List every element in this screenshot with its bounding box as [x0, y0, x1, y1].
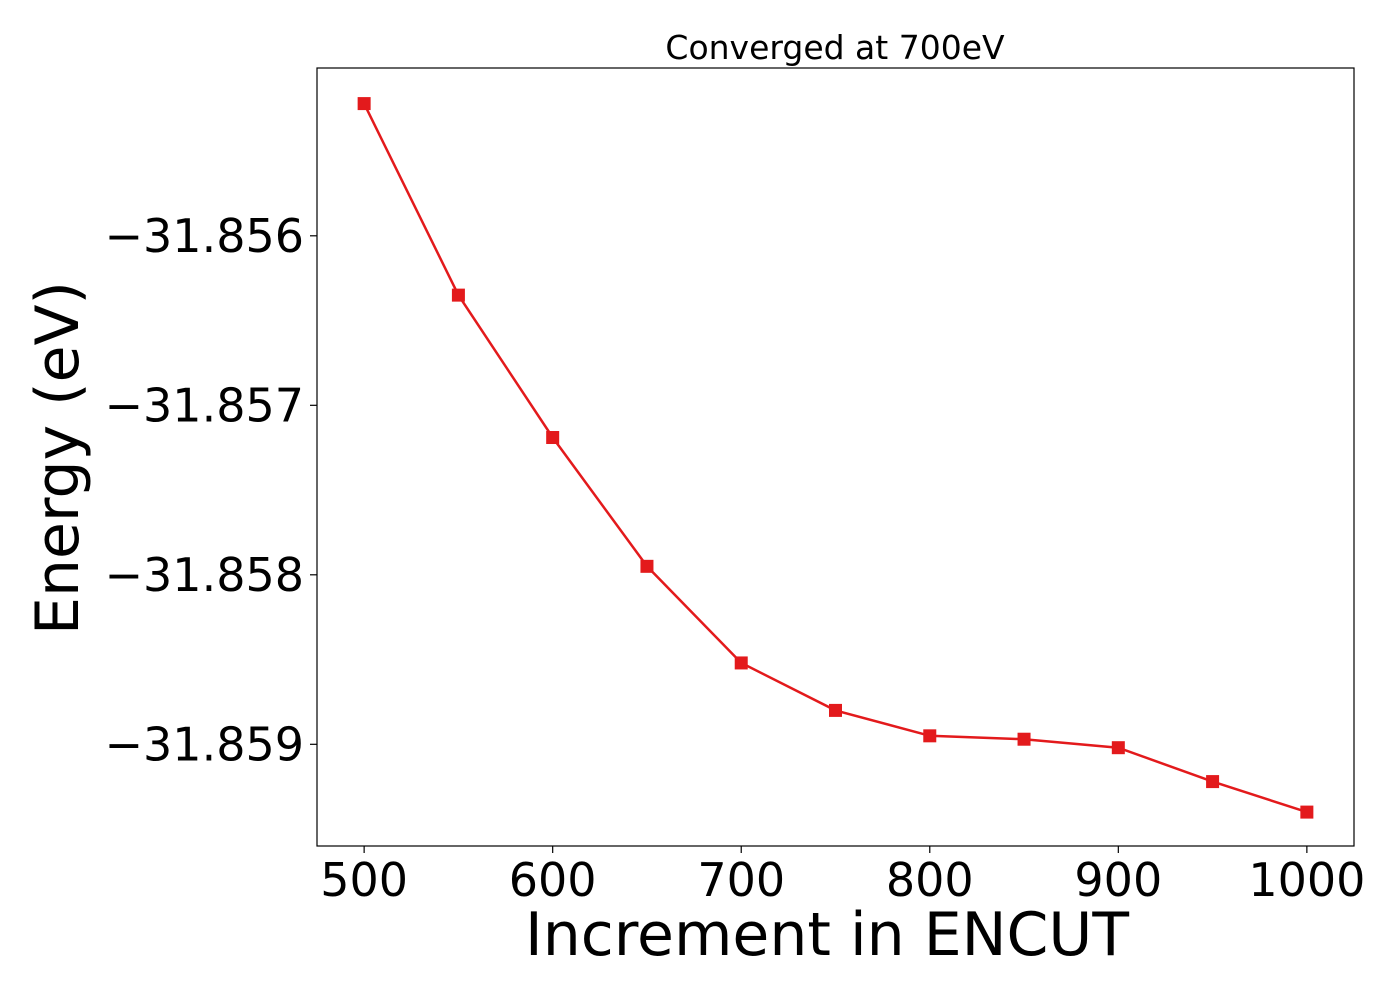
y-axis-label: Energy (eV): [23, 281, 93, 635]
data-point: [357, 97, 371, 111]
x-tick-label: 500: [320, 853, 408, 907]
x-axis: 500 600 700 800 900 1000: [320, 846, 1365, 907]
x-tick-label: 700: [697, 853, 785, 907]
x-tick-label: 1000: [1248, 853, 1365, 907]
data-point: [1206, 775, 1220, 789]
y-tick-label: −31.856: [105, 209, 305, 263]
y-tick-label: −31.858: [105, 548, 305, 602]
plot-area: [316, 67, 1355, 847]
chart-title: Converged at 700eV: [665, 28, 1005, 67]
x-tick-label: 800: [886, 853, 974, 907]
y-tick-label: −31.859: [105, 717, 305, 771]
data-point: [923, 729, 937, 743]
x-tick-label: 900: [1074, 853, 1162, 907]
x-tick-label: 600: [509, 853, 597, 907]
data-point: [734, 656, 748, 670]
data-point: [451, 288, 465, 302]
series-markers: [357, 97, 1314, 819]
y-tick-label: −31.857: [105, 378, 305, 432]
y-axis: −31.856 −31.857 −31.858 −31.859: [105, 209, 317, 771]
data-point: [1017, 732, 1031, 746]
data-point: [1111, 741, 1125, 755]
data-point: [546, 431, 560, 445]
data-point: [640, 559, 654, 573]
x-axis-label: Increment in ENCUT: [525, 900, 1129, 970]
data-point: [829, 703, 842, 717]
data-point: [1300, 805, 1314, 819]
